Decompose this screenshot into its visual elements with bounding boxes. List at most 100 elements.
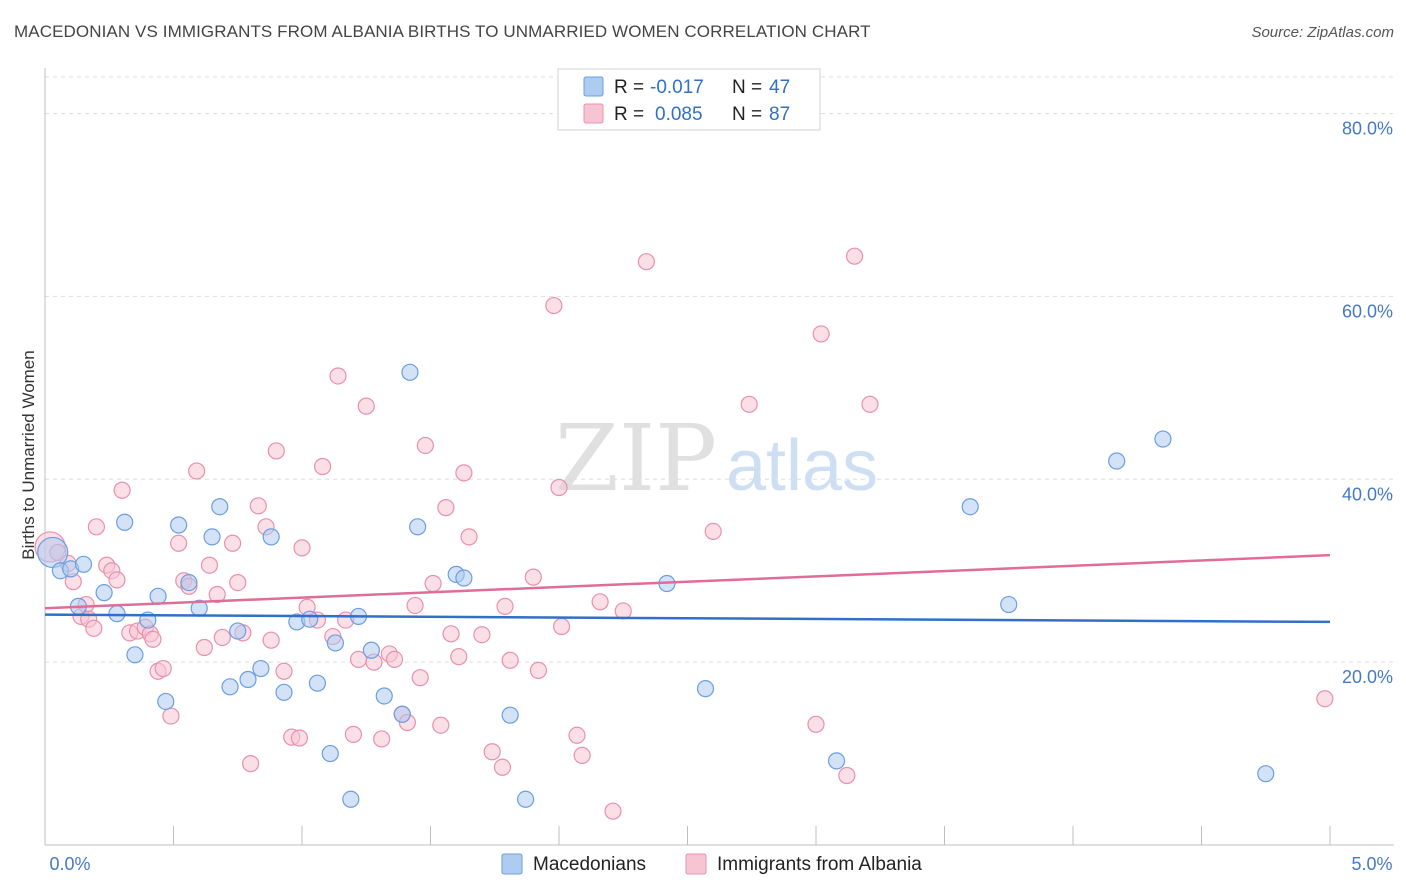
macedonians-point xyxy=(393,705,411,723)
macedonians-point xyxy=(401,363,419,381)
albania-point xyxy=(545,296,563,315)
macedonians-point xyxy=(501,706,519,724)
macedonians-point xyxy=(696,680,715,698)
albania-point xyxy=(290,729,309,747)
albania-point xyxy=(275,662,293,680)
albania-point xyxy=(208,585,226,604)
macedonians-point xyxy=(342,790,360,808)
legend-label-macedonians: Macedonians xyxy=(533,854,646,875)
macedonians-point xyxy=(301,610,319,628)
albania-point xyxy=(411,669,429,687)
albania-point xyxy=(432,716,450,734)
x-tick-label-max: 5.0% xyxy=(1351,854,1392,874)
albania-point xyxy=(812,325,830,343)
albania-point xyxy=(460,528,478,546)
albania-point xyxy=(213,628,231,647)
albania-point xyxy=(188,462,206,480)
albania-point xyxy=(313,457,332,476)
macedonians-point xyxy=(375,687,393,705)
macedonians-point xyxy=(211,498,229,516)
albania-point xyxy=(144,630,162,648)
albania-point xyxy=(442,625,460,643)
albania-point xyxy=(501,651,519,669)
y-axis-tick-labels: 20.0% 40.0% 60.0% 80.0% xyxy=(1342,119,1393,688)
albania-point xyxy=(807,715,825,733)
albania-point xyxy=(493,758,512,776)
y-tick-label: 40.0% xyxy=(1342,484,1393,504)
albania-point xyxy=(614,602,632,620)
albania-point xyxy=(242,755,260,773)
gridlines xyxy=(45,76,1394,663)
albania-point xyxy=(483,743,501,761)
stats-swatch-albania xyxy=(583,103,604,124)
watermark-atlas: atlas xyxy=(726,426,878,506)
stats-r-label-2: R = xyxy=(614,104,644,125)
stats-n-value-1: 47 xyxy=(769,77,790,98)
albania-point xyxy=(1316,690,1334,708)
albania-point xyxy=(861,395,879,413)
macedonians-point xyxy=(157,692,175,711)
albania-point xyxy=(550,478,568,497)
albania-point xyxy=(344,725,362,743)
albania-point xyxy=(224,534,242,552)
macedonians-point xyxy=(262,528,280,546)
albania-point xyxy=(529,661,548,679)
albania-point xyxy=(473,626,491,644)
macedonians-point xyxy=(239,670,257,689)
macedonians-trend-line xyxy=(44,613,1331,624)
macedonians-point xyxy=(126,646,144,664)
albania-point xyxy=(591,593,609,611)
macedonians-point xyxy=(308,674,327,692)
albania-point xyxy=(573,746,591,765)
macedonians-point xyxy=(74,555,93,573)
macedonians-point xyxy=(229,622,247,640)
albania-point xyxy=(455,464,473,482)
macedonians-point xyxy=(516,790,535,808)
macedonians-point xyxy=(1257,765,1275,783)
albania-point xyxy=(85,619,103,637)
macedonians-point xyxy=(1000,595,1018,614)
macedonians-point xyxy=(203,528,221,546)
albania-point xyxy=(293,539,311,557)
albania-point xyxy=(162,707,180,725)
albania-point xyxy=(195,638,213,657)
albania-point xyxy=(496,597,514,615)
stats-swatch-macedonians xyxy=(583,76,604,97)
legend-swatch-albania xyxy=(685,853,707,875)
legend: Macedonians Immigrants from Albania xyxy=(501,853,922,875)
trend-lines xyxy=(44,553,1331,624)
albania-point xyxy=(838,766,856,785)
albania-point xyxy=(406,596,424,615)
albania-point xyxy=(249,497,267,515)
x-tick-label-min: 0.0% xyxy=(49,854,90,874)
albania-point xyxy=(637,253,655,271)
macedonians-point xyxy=(221,678,239,696)
stats-n-label-1: N = xyxy=(732,77,762,98)
macedonians-point xyxy=(827,752,846,770)
stats-r-label-1: R = xyxy=(614,77,644,98)
macedonians-point xyxy=(275,683,293,701)
watermark: ZIP atlas xyxy=(555,405,878,512)
macedonians-point xyxy=(409,518,427,536)
macedonians-point xyxy=(180,573,198,592)
y-axis-label: Births to Unmarried Women xyxy=(19,350,38,559)
albania-point xyxy=(845,247,864,265)
macedonians-point xyxy=(362,641,380,659)
macedonians-point xyxy=(170,516,188,534)
albania-point xyxy=(424,574,442,593)
macedonians-point xyxy=(321,744,339,763)
y-tick-label: 20.0% xyxy=(1342,667,1393,687)
macedonians-point xyxy=(1108,452,1126,470)
albania-point xyxy=(200,556,219,574)
x-axis-ticks xyxy=(173,826,1331,845)
series-albania-points xyxy=(34,247,1334,820)
albania-point xyxy=(524,568,542,586)
albania-point xyxy=(87,518,106,536)
albania-point xyxy=(437,499,455,517)
albania-point xyxy=(385,650,404,669)
macedonians-point xyxy=(116,513,134,531)
albania-point xyxy=(154,659,172,678)
albania-point xyxy=(568,726,586,744)
albania-point xyxy=(704,522,722,541)
